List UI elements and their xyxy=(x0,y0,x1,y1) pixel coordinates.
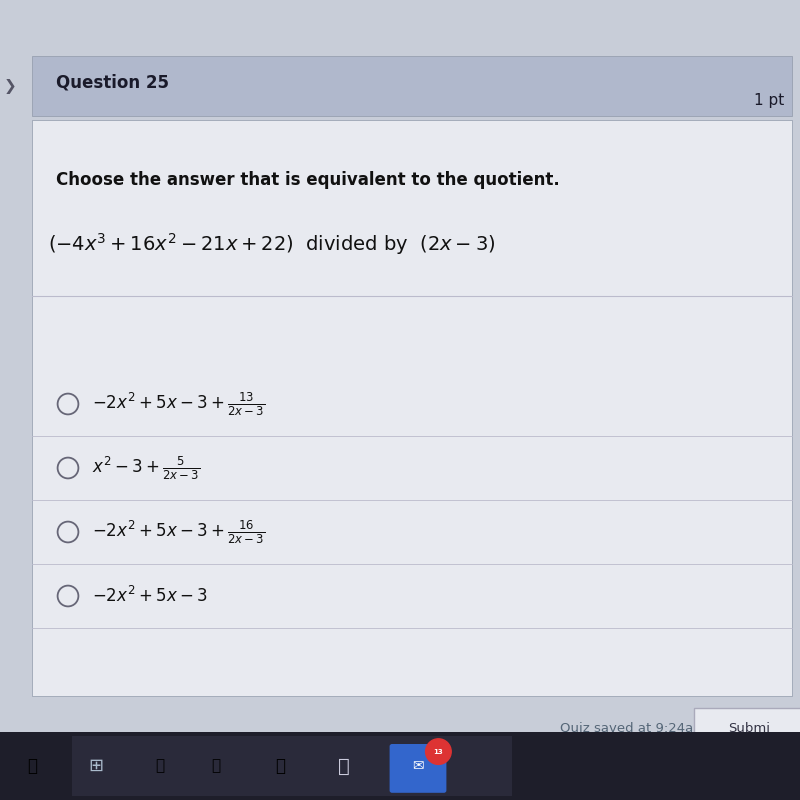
FancyBboxPatch shape xyxy=(72,736,512,796)
Text: 🌐: 🌐 xyxy=(275,757,285,775)
Text: 𝒮: 𝒮 xyxy=(338,757,350,775)
Text: 13: 13 xyxy=(434,749,443,754)
Text: Choose the answer that is equivalent to the quotient.: Choose the answer that is equivalent to … xyxy=(56,171,560,189)
FancyBboxPatch shape xyxy=(390,744,446,793)
Text: $\left(-4x^3 + 16x^2 - 21x + 22\right)$  divided by  $\left(2x - 3\right)$: $\left(-4x^3 + 16x^2 - 21x + 22\right)$ … xyxy=(48,231,495,257)
Text: Quiz saved at 9:24am: Quiz saved at 9:24am xyxy=(560,722,706,734)
Text: ❯: ❯ xyxy=(4,78,17,94)
Circle shape xyxy=(426,739,451,765)
Text: 📁: 📁 xyxy=(155,758,165,774)
Text: 🎙: 🎙 xyxy=(27,757,37,775)
Text: Question 25: Question 25 xyxy=(56,74,169,92)
Text: ✉: ✉ xyxy=(413,759,424,773)
Text: $-2x^2 + 5x - 3 + \frac{13}{2x-3}$: $-2x^2 + 5x - 3 + \frac{13}{2x-3}$ xyxy=(92,390,266,418)
Text: $-2x^2 + 5x - 3 + \frac{16}{2x-3}$: $-2x^2 + 5x - 3 + \frac{16}{2x-3}$ xyxy=(92,518,266,546)
FancyBboxPatch shape xyxy=(32,56,792,116)
Text: 🛍: 🛍 xyxy=(211,758,221,774)
Text: $x^2 - 3 + \frac{5}{2x-3}$: $x^2 - 3 + \frac{5}{2x-3}$ xyxy=(92,454,200,482)
FancyBboxPatch shape xyxy=(32,120,792,696)
FancyBboxPatch shape xyxy=(0,732,800,800)
Text: Submi: Submi xyxy=(728,722,770,734)
FancyBboxPatch shape xyxy=(694,708,800,748)
Text: 1 pt: 1 pt xyxy=(754,94,784,109)
Text: $-2x^2 + 5x - 3$: $-2x^2 + 5x - 3$ xyxy=(92,586,207,606)
Text: ⊞: ⊞ xyxy=(89,757,103,775)
